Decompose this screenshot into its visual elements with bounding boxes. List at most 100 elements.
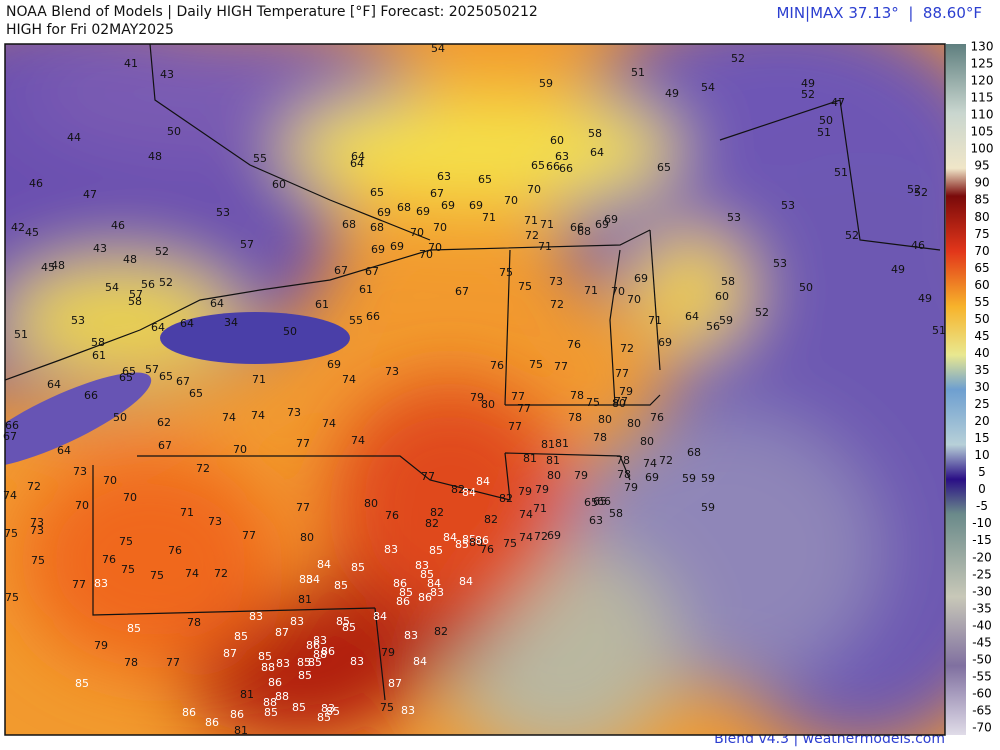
station-value: 77 [421,470,435,483]
station-value: 85 [297,656,311,669]
station-value: 77 [242,529,256,542]
station-value: 82 [425,517,439,530]
station-value: 73 [385,365,399,378]
colorbar-label: 105 [971,125,994,139]
station-value: 77 [517,402,531,415]
station-value: 58 [588,127,602,140]
station-value: 85 [462,533,476,546]
station-value: 70 [611,285,625,298]
station-value: 80 [640,435,654,448]
station-value: 83 [401,704,415,717]
colorbar-label: 5 [978,465,986,479]
station-value: 48 [51,259,65,272]
station-value: 71 [538,240,552,253]
station-value: 63 [589,514,603,527]
station-value: 70 [123,491,137,504]
station-value: 41 [124,57,138,70]
station-value: 69 [547,529,561,542]
station-value: 49 [665,87,679,100]
station-value: 73 [549,275,563,288]
station-value: 77 [508,420,522,433]
station-value: 58 [609,507,623,520]
station-value: 69 [441,199,455,212]
station-value: 88 [275,690,289,703]
station-value: 51 [817,126,831,139]
station-value: 69 [645,471,659,484]
station-value: 66 [559,162,573,175]
borders [5,44,941,701]
station-value: 67 [365,265,379,278]
colorbar-label: -5 [976,499,988,513]
station-value: 75 [150,569,164,582]
station-value: 43 [93,242,107,255]
station-value: 69 [604,213,618,226]
station-value: 79 [470,391,484,404]
station-value: 75 [31,554,45,567]
station-value: 85 [334,579,348,592]
station-value: 85 [336,615,350,628]
station-value: 44 [67,131,81,144]
station-value: 85 [258,650,272,663]
station-value: 77 [72,578,86,591]
station-value: 34 [224,316,238,329]
station-value: 83 [404,629,418,642]
station-value: 80 [598,413,612,426]
station-value: 61 [315,298,329,311]
station-value: 85 [399,586,413,599]
station-value: 86 [230,708,244,721]
station-value: 83 [430,586,444,599]
station-value: 71 [252,373,266,386]
station-value: 79 [518,485,532,498]
station-value: 64 [685,310,699,323]
colorbar-label: -15 [972,533,992,547]
station-value: 70 [433,221,447,234]
station-value: 66 [84,389,98,402]
station-value: 66 [597,495,611,508]
colorbar-label: 130 [971,40,994,54]
station-value: 82 [434,625,448,638]
station-value: 88 [261,661,275,674]
station-value: 77 [166,656,180,669]
colorbar-label: 65 [974,261,989,275]
station-value: 66 [366,310,380,323]
colorbar-label: 125 [971,57,994,71]
station-value: 57 [129,288,143,301]
station-value: 69 [327,358,341,371]
station-value: 74 [351,434,365,447]
station-value: 70 [504,194,518,207]
station-value: 72 [196,462,210,475]
station-value: 72 [27,480,41,493]
station-value: 56 [706,320,720,333]
station-value: 54 [431,42,445,55]
station-value: 81 [546,454,560,467]
station-value: 69 [416,205,430,218]
station-value: 59 [539,77,553,90]
station-value: 65 [370,186,384,199]
station-value: 72 [659,454,673,467]
colorbar-label: 90 [974,176,989,190]
station-value: 84 [317,558,331,571]
station-value: 52 [755,306,769,319]
colorbar-label: 50 [974,312,989,326]
station-value: 45 [25,226,39,239]
map-frame [4,43,946,736]
station-value: 66 [546,160,560,173]
station-value: 56 [141,278,155,291]
station-value: 59 [719,314,733,327]
station-value: 53 [773,257,787,270]
station-value: 60 [550,134,564,147]
station-value: 79 [381,646,395,659]
station-value: 85 [298,669,312,682]
station-value: 53 [71,314,85,327]
station-value: 80 [627,417,641,430]
station-value: 76 [650,411,664,424]
station-value: 86 [418,591,432,604]
colorbar-label: -55 [972,669,992,683]
station-value: 76 [168,544,182,557]
station-value: 78 [570,389,584,402]
station-value: 71 [482,211,496,224]
station-value: 84 [413,655,427,668]
station-value: 53 [727,211,741,224]
station-value: 85 [264,706,278,719]
